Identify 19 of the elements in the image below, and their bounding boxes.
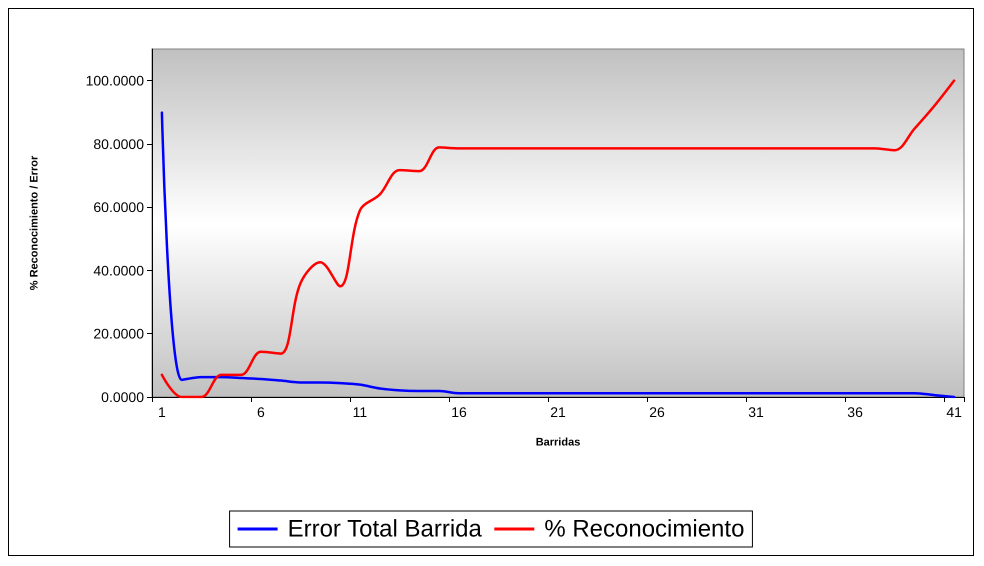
x-tick-label: 26 xyxy=(649,404,666,420)
x-tick-label: 11 xyxy=(352,404,368,420)
y-tick-label: 40.0000 xyxy=(93,262,144,278)
legend-label: % Reconocimiento xyxy=(544,516,744,542)
x-axis-title: Barridas xyxy=(536,436,580,448)
x-tick-label: 36 xyxy=(847,404,864,420)
legend-label: Error Total Barrida xyxy=(288,516,483,542)
y-tick-label: 0.0000 xyxy=(101,389,144,405)
x-tick-label: 41 xyxy=(946,404,962,420)
x-tick-label: 21 xyxy=(550,404,566,420)
y-tick-label: 100.0000 xyxy=(86,72,144,89)
y-tick-label: 80.0000 xyxy=(93,136,144,152)
x-tick-label: 1 xyxy=(158,404,166,420)
y-tick-label: 60.0000 xyxy=(93,199,144,216)
y-axis-title: % Reconocimiento / Error xyxy=(28,155,40,290)
y-tick-label: 20.0000 xyxy=(93,326,144,342)
x-tick-label: 31 xyxy=(748,404,764,420)
x-tick-label: 16 xyxy=(451,404,467,420)
x-tick-label: 6 xyxy=(257,404,266,420)
